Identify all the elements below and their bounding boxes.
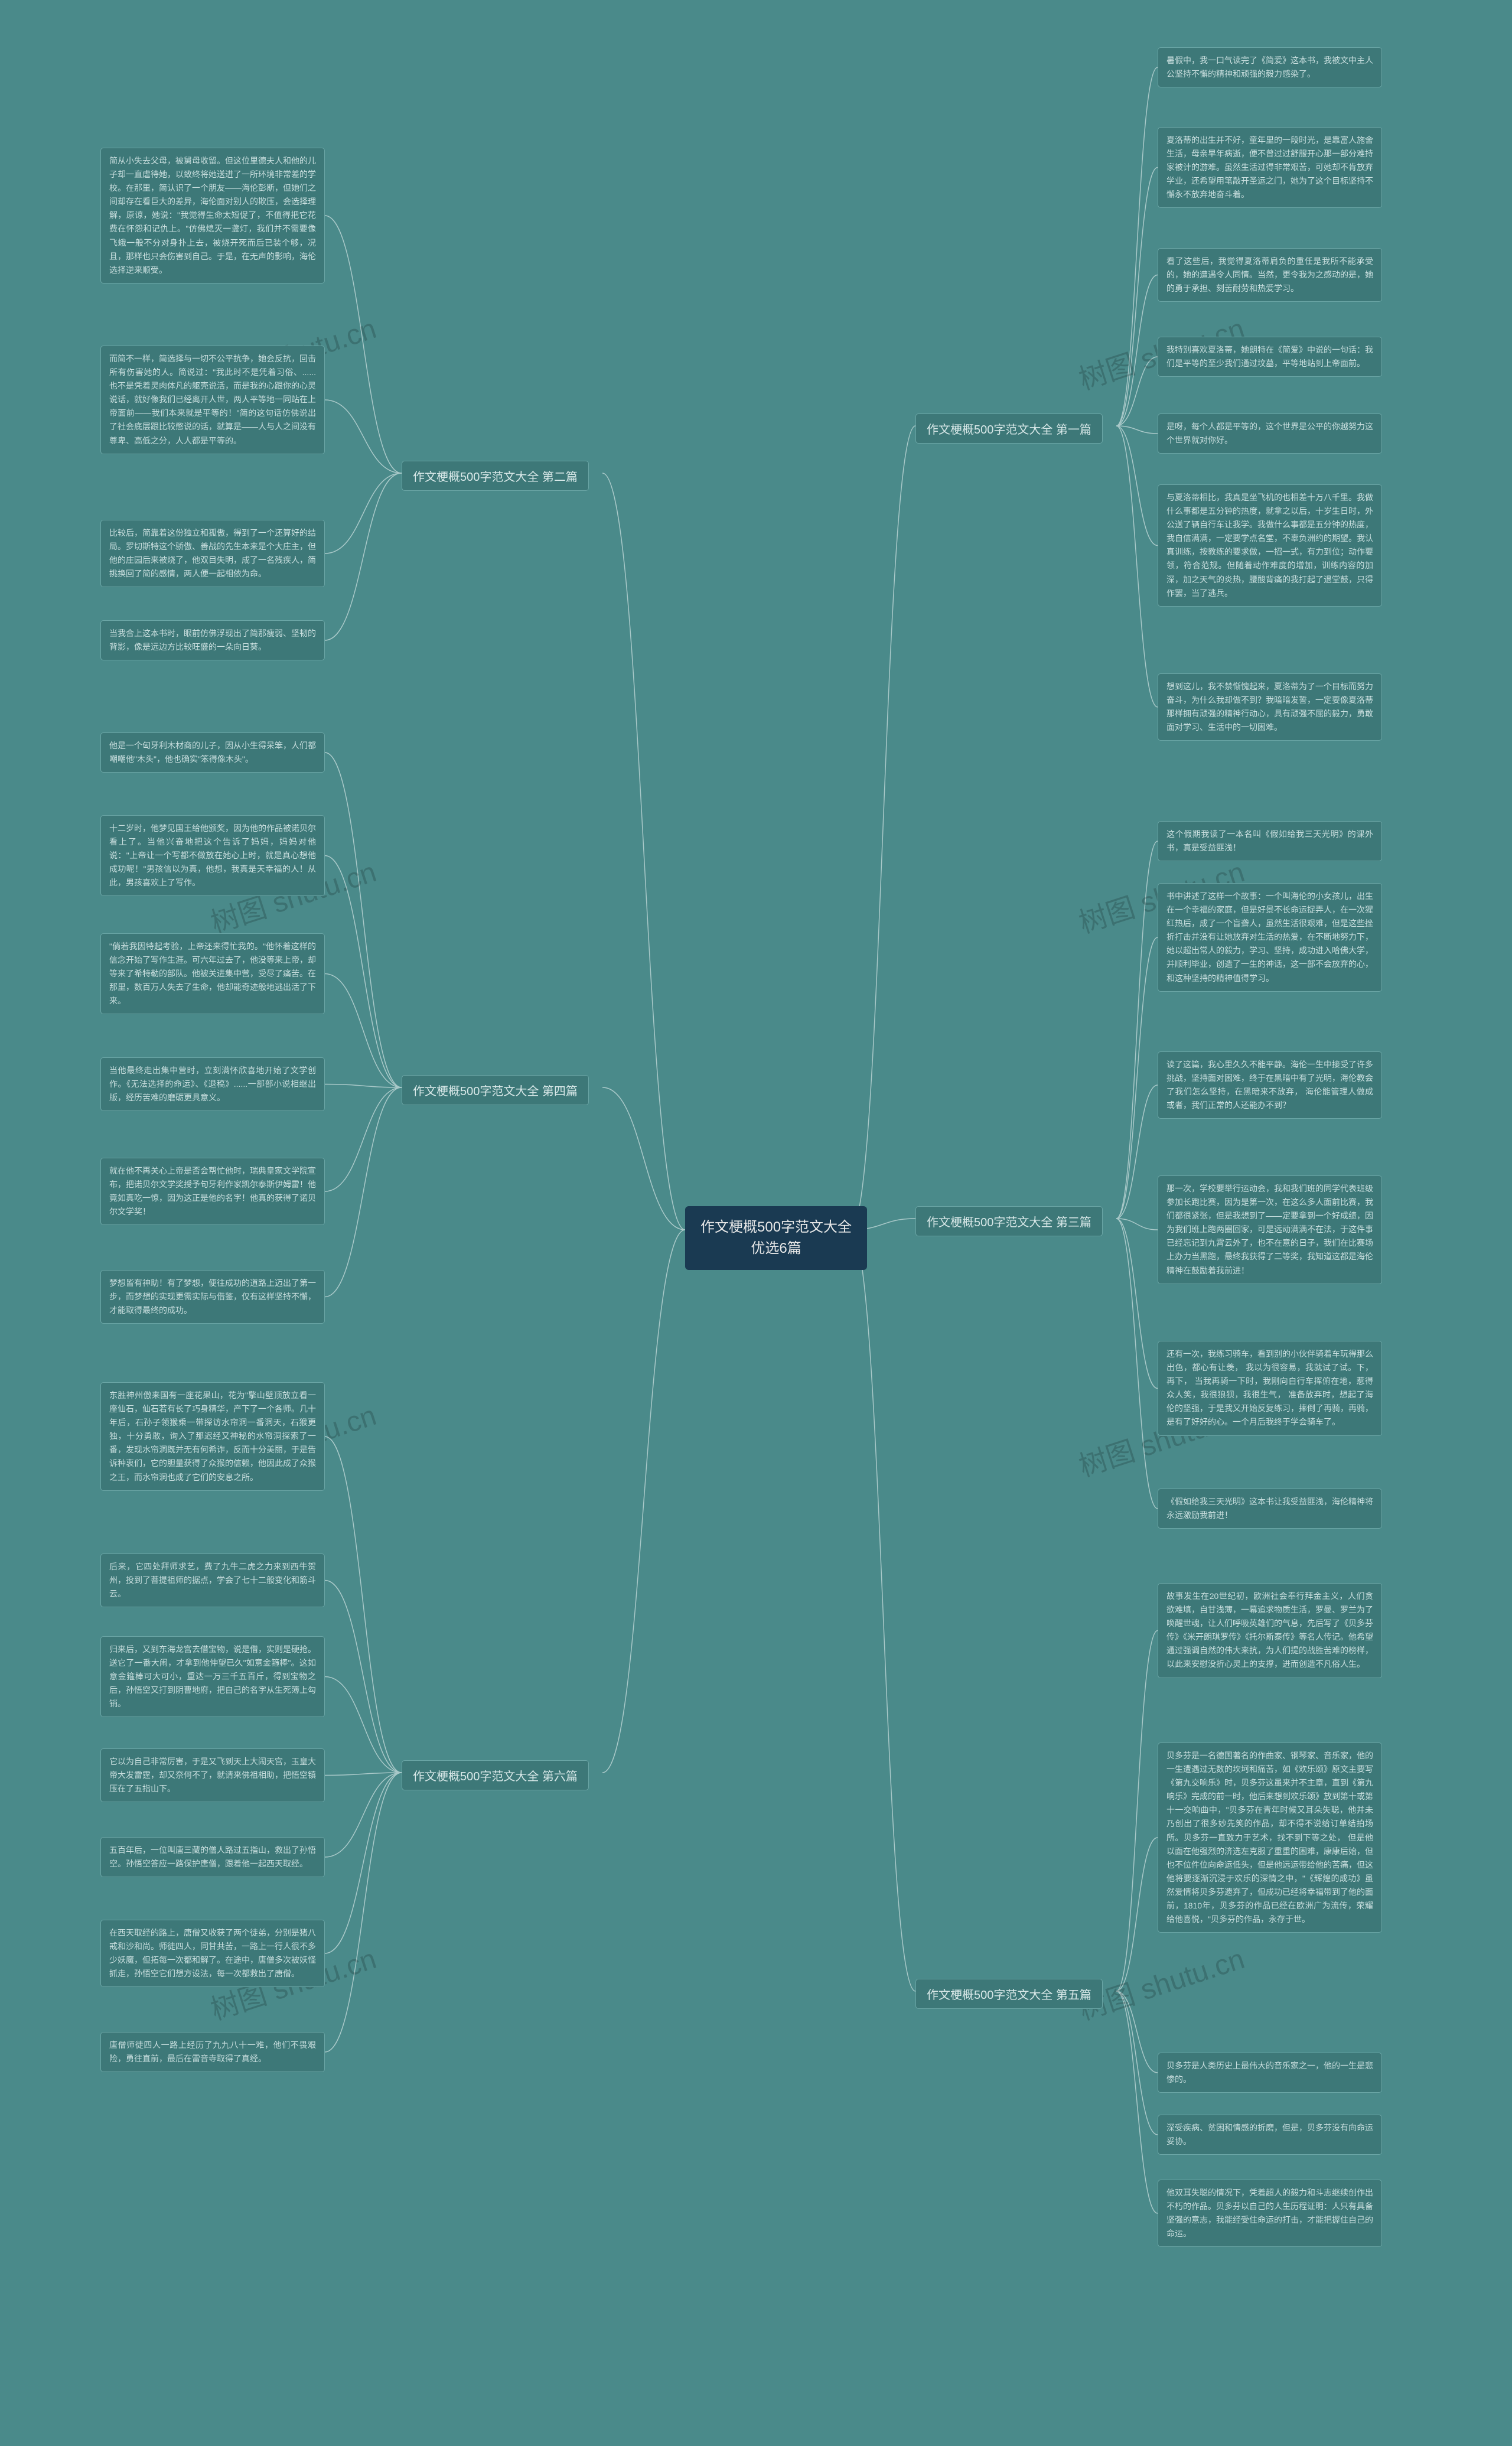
leaf-node: 而简不一样，简选择与一切不公平抗争，她会反抗，回击所有伤害她的人。简说过："我此… bbox=[100, 346, 325, 454]
branch-node: 作文梗概500字范文大全 第四篇 bbox=[402, 1075, 589, 1105]
leaf-node: 深受疾病、贫困和情感的折磨，但是，贝多芬没有向命运妥协。 bbox=[1158, 2115, 1382, 2155]
center-node: 作文梗概500字范文大全 优选6篇 bbox=[685, 1206, 867, 1270]
leaf-node: 它以为自己非常厉害，于是又飞到天上大闹天宫，玉皇大帝大发雷霆，却又奈何不了，就请… bbox=[100, 1748, 325, 1802]
leaf-node: 还有一次，我练习骑车，看到别的小伙伴骑着车玩得那么出色，都心有让羡， 我以为很容… bbox=[1158, 1341, 1382, 1436]
leaf-node: 这个假期我读了一本名叫《假如给我三天光明》的课外书，真是受益匪浅！ bbox=[1158, 821, 1382, 861]
branch-node: 作文梗概500字范文大全 第六篇 bbox=[402, 1760, 589, 1790]
leaf-node: 是呀，每个人都是平等的，这个世界是公平的你越努力这个世界就对你好。 bbox=[1158, 413, 1382, 454]
leaf-node: 他双耳失聪的情况下，凭着超人的毅力和斗志继续创作出不朽的作品。贝多芬以自己的人生… bbox=[1158, 2180, 1382, 2247]
leaf-node: "倘若我因特起考验，上帝还来得忙我的。"他怀着这样的信念开始了写作生涯。可六年过… bbox=[100, 933, 325, 1014]
leaf-node: 当我合上这本书时，眼前仿佛浮现出了简那瘦弱、坚韧的背影，像是远边方比较旺盛的一朵… bbox=[100, 620, 325, 660]
leaf-node: 贝多芬是一名德国著名的作曲家、钢琴家、音乐家，他的一生遭遇过无数的坎坷和痛苦，如… bbox=[1158, 1743, 1382, 1933]
leaf-node: 简从小失去父母，被舅母收留。但这位里德夫人和他的儿子却一直虐待她，以致终将她送进… bbox=[100, 148, 325, 284]
leaf-node: 五百年后，一位叫唐三藏的僧人路过五指山，救出了孙悟空。孙悟空答应一路保护唐僧，跟… bbox=[100, 1837, 325, 1877]
leaf-node: 暑假中，我一口气读完了《简爱》这本书，我被文中主人公坚持不懈的精神和顽强的毅力感… bbox=[1158, 47, 1382, 87]
branch-node: 作文梗概500字范文大全 第一篇 bbox=[915, 413, 1103, 444]
leaf-node: 后来，它四处拜师求艺，费了九牛二虎之力来到西牛贺州，投到了菩提祖师的据点，学会了… bbox=[100, 1553, 325, 1607]
leaf-node: 书中讲述了这样一个故事：一个叫海伦的小女孩儿，出生在一个幸福的家庭，但是好景不长… bbox=[1158, 883, 1382, 992]
branch-node: 作文梗概500字范文大全 第二篇 bbox=[402, 461, 589, 491]
leaf-node: 东胜神州傲来国有一座花果山，花为"擎山壁顶放立看一座仙石，仙石若有长了巧身精华，… bbox=[100, 1382, 325, 1491]
leaf-node: 故事发生在20世纪初，欧洲社会奉行拜金主义，人们贪欲难填，自甘浅薄，一幕追求物质… bbox=[1158, 1583, 1382, 1678]
center-title-line2: 优选6篇 bbox=[700, 1238, 852, 1259]
leaf-node: 梦想皆有神助！有了梦想，便往成功的道路上迈出了第一步，而梦想的实现更需实际与借鉴… bbox=[100, 1270, 325, 1324]
leaf-node: 想到这儿，我不禁惭愧起来，夏洛蒂为了一个目标而努力奋斗，为什么我却做不到？我暗暗… bbox=[1158, 673, 1382, 741]
leaf-node: 我特别喜欢夏洛蒂，她朗特在《简爱》中说的一句话：我们是平等的至少我们通过坟墓，平… bbox=[1158, 337, 1382, 377]
leaf-node: 那一次，学校要举行运动会，我和我们班的同学代表班级参加长跑比赛，因为是第一次，在… bbox=[1158, 1175, 1382, 1284]
leaf-node: 《假如给我三天光明》这本书让我受益匪浅，海伦精神将永远激励我前进！ bbox=[1158, 1489, 1382, 1529]
leaf-node: 读了这篇，我心里久久不能平静。海伦一生中接受了许多挑战，坚持面对困难，终于在黑暗… bbox=[1158, 1051, 1382, 1119]
leaf-node: 当他最终走出集中营时，立刻满怀欣喜地开始了文学创作。《无法选择的命运》、《退稿》… bbox=[100, 1057, 325, 1111]
leaf-node: 就在他不再关心上帝是否会帮忙他时，瑞典皇家文学院宣布，把诺贝尔文学奖授予句牙利作… bbox=[100, 1158, 325, 1225]
leaf-node: 比较后，简靠着这份独立和孤傲，得到了一个还算好的结局。罗切斯特这个骄傲、善战的先… bbox=[100, 520, 325, 587]
branch-node: 作文梗概500字范文大全 第三篇 bbox=[915, 1206, 1103, 1236]
leaf-node: 与夏洛蒂相比，我真是坐飞机的也相差十万八千里。我做什么事都是五分钟的热度，就拿之… bbox=[1158, 484, 1382, 607]
leaf-node: 看了这些后，我觉得夏洛蒂肩负的重任是我所不能承受的，她的遭遇令人同情。当然，更令… bbox=[1158, 248, 1382, 302]
center-title-line1: 作文梗概500字范文大全 bbox=[700, 1217, 852, 1238]
leaf-node: 贝多芬是人类历史上最伟大的音乐家之一，他的一生是悲惨的。 bbox=[1158, 2053, 1382, 2093]
leaf-node: 归来后，又到东海龙宫去借宝物，说是借，实则是硬抢。送它了一番大闹，才拿到他伸望已… bbox=[100, 1636, 325, 1717]
branch-node: 作文梗概500字范文大全 第五篇 bbox=[915, 1979, 1103, 2009]
leaf-node: 他是一个匈牙利木材商的儿子，因从小生得呆笨，人们都嘲嘲他"木头"，他也确实"笨得… bbox=[100, 732, 325, 773]
leaf-node: 夏洛蒂的出生并不好，童年里的一段时光，是靠富人施舍生活，母亲早年病逝，便不曾过过… bbox=[1158, 127, 1382, 208]
leaf-node: 十二岁时，他梦见国王给他颁奖，因为他的作品被诺贝尔看上了。当他兴奋地把这个告诉了… bbox=[100, 815, 325, 896]
leaf-node: 在西天取经的路上，唐僧又收获了两个徒弟，分别是猪八戒和沙和尚。师徒四人，同甘共苦… bbox=[100, 1920, 325, 1987]
leaf-node: 唐僧师徒四人一路上经历了九九八十一难，他们不畏艰险，勇往直前，最后在雷音寺取得了… bbox=[100, 2032, 325, 2072]
